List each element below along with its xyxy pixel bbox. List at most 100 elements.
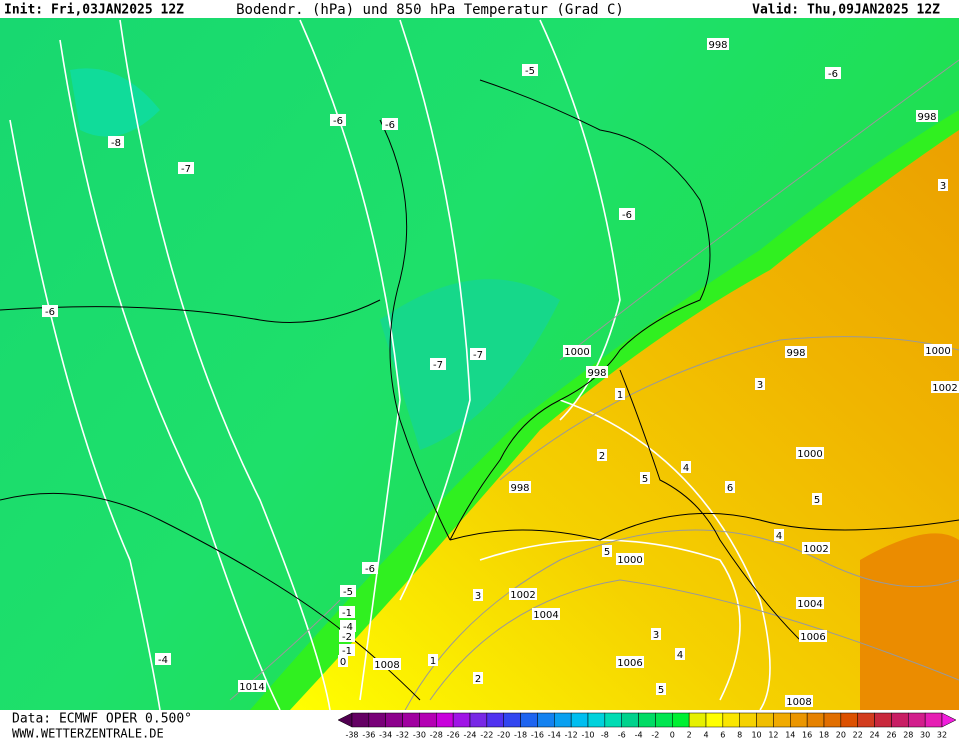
colorbar-label: -10	[581, 731, 594, 740]
contour-label-box	[755, 378, 765, 390]
contour-label: 1006	[800, 632, 825, 643]
contour-label: 5	[658, 685, 664, 696]
contour-label: 3	[940, 181, 946, 192]
contour-label-box	[707, 38, 729, 50]
colorbar-label: 26	[886, 731, 896, 740]
contour-label: 1	[617, 390, 623, 401]
colorbar-label: -14	[548, 731, 561, 740]
contour-label-box	[640, 472, 650, 484]
contour-label: -1	[342, 608, 352, 619]
contour-label: 998	[786, 348, 805, 359]
colorbar-swatch	[840, 712, 858, 728]
site: WWW.WETTERZENTRALE.DE	[12, 727, 164, 741]
colorbar-label: 8	[737, 731, 742, 740]
colorbar-label: 32	[937, 731, 947, 740]
contour-label-box	[339, 606, 355, 618]
contour-label-box	[42, 305, 58, 317]
contour-label: -5	[525, 66, 535, 77]
contour-label-box	[509, 588, 537, 600]
colorbar-label: -8	[601, 731, 609, 740]
colorbar-swatch	[503, 712, 521, 728]
colorbar-swatch	[705, 712, 724, 728]
contour-label-box	[532, 608, 560, 620]
colorbar-swatch	[419, 712, 437, 728]
contour-label-box	[522, 64, 538, 76]
contour-label: -7	[473, 350, 483, 361]
contour-label-box	[373, 658, 401, 670]
colorbar-swatch	[621, 712, 639, 728]
colorbar-label: -2	[651, 731, 659, 740]
cold-core	[70, 68, 160, 137]
colorbar-swatch	[587, 712, 606, 728]
contour-label-box	[428, 654, 438, 666]
contour-label-box	[675, 648, 685, 660]
contour-label-box	[597, 449, 607, 461]
colorbar-swatch	[672, 712, 690, 728]
contour-label-box	[656, 683, 666, 695]
colorbar-swatch	[385, 712, 403, 728]
colorbar-end	[941, 712, 957, 728]
contour-label-box	[619, 208, 635, 220]
colorbar-swatch	[469, 712, 488, 728]
colorbar-label: -12	[565, 731, 578, 740]
contour-label: 5	[642, 474, 648, 485]
colorbar-label: 10	[751, 731, 761, 740]
colorbar-swatch	[806, 712, 825, 728]
contour-label: -6	[45, 307, 55, 318]
contour-label-box	[825, 67, 841, 79]
colorbar-label: -38	[345, 731, 358, 740]
contour-label: 1008	[786, 697, 811, 708]
colorbar-label: -36	[362, 731, 375, 740]
contour-label: 1000	[797, 449, 822, 460]
contour-label: 1000	[925, 346, 950, 357]
contour-label: 0	[340, 657, 346, 668]
contour-label-box	[382, 118, 398, 130]
borders	[0, 79, 959, 701]
contour-label-box	[774, 529, 784, 541]
contour-label: 998	[510, 483, 529, 494]
contour-label: 5	[604, 547, 610, 558]
colorbar-label: -16	[531, 731, 544, 740]
contour-label-box	[473, 672, 483, 684]
contour-label: -4	[158, 655, 168, 666]
contour-label: 1000	[564, 347, 589, 358]
contour-label-box	[340, 585, 356, 597]
cold-core	[380, 279, 560, 450]
contour-label-box	[586, 366, 608, 378]
contour-label-box	[924, 344, 952, 356]
contour-label-box	[340, 620, 356, 632]
colorbar-label: 14	[785, 731, 795, 740]
colorbar-swatch	[891, 712, 909, 728]
colorbar-label: -18	[514, 731, 527, 740]
colorbar-swatch	[857, 712, 875, 728]
colorbar-swatch	[570, 712, 589, 728]
contour-label-box	[651, 628, 661, 640]
contour-label: 1014	[239, 682, 264, 693]
contour-label-box	[470, 348, 486, 360]
contour-label: 3	[653, 630, 659, 641]
colorbar-label: -6	[618, 731, 626, 740]
colorbar-label: -26	[447, 731, 460, 740]
contour-label: -6	[828, 69, 838, 80]
contour-label: 4	[677, 650, 683, 661]
data-source: Data: ECMWF OPER 0.500°	[12, 712, 192, 727]
contour-label: 1002	[932, 383, 957, 394]
contour-label-box	[616, 553, 644, 565]
colorbar-label: 6	[720, 731, 725, 740]
contour-label-box	[563, 345, 591, 357]
contour-label-box	[916, 110, 938, 122]
colorbar: -38 -36 -34 -32 -30 -28 -26 -24 -22 -20 -18 -16 -14-…	[337, 712, 957, 740]
init-time: Init: Fri,03JAN2025 12Z	[4, 3, 184, 18]
colorbar-label: -22	[480, 731, 493, 740]
colorbar-label: -32	[396, 731, 409, 740]
valid-time: Valid: Thu,09JAN2025 12Z	[752, 3, 940, 18]
contour-label-box	[238, 680, 266, 692]
contour-label: 2	[475, 674, 481, 685]
contour-labels: 998 -5 -6 998 -8 -6 -6 -7 -6 -6 -7 -7 1000 998 998 1000…	[42, 38, 959, 708]
contour-label-box	[799, 630, 827, 642]
colorbar-label: -4	[635, 731, 643, 740]
contour-label-box	[796, 447, 824, 459]
colorbar-swatch	[908, 712, 926, 728]
contour-label: 1004	[533, 610, 558, 621]
